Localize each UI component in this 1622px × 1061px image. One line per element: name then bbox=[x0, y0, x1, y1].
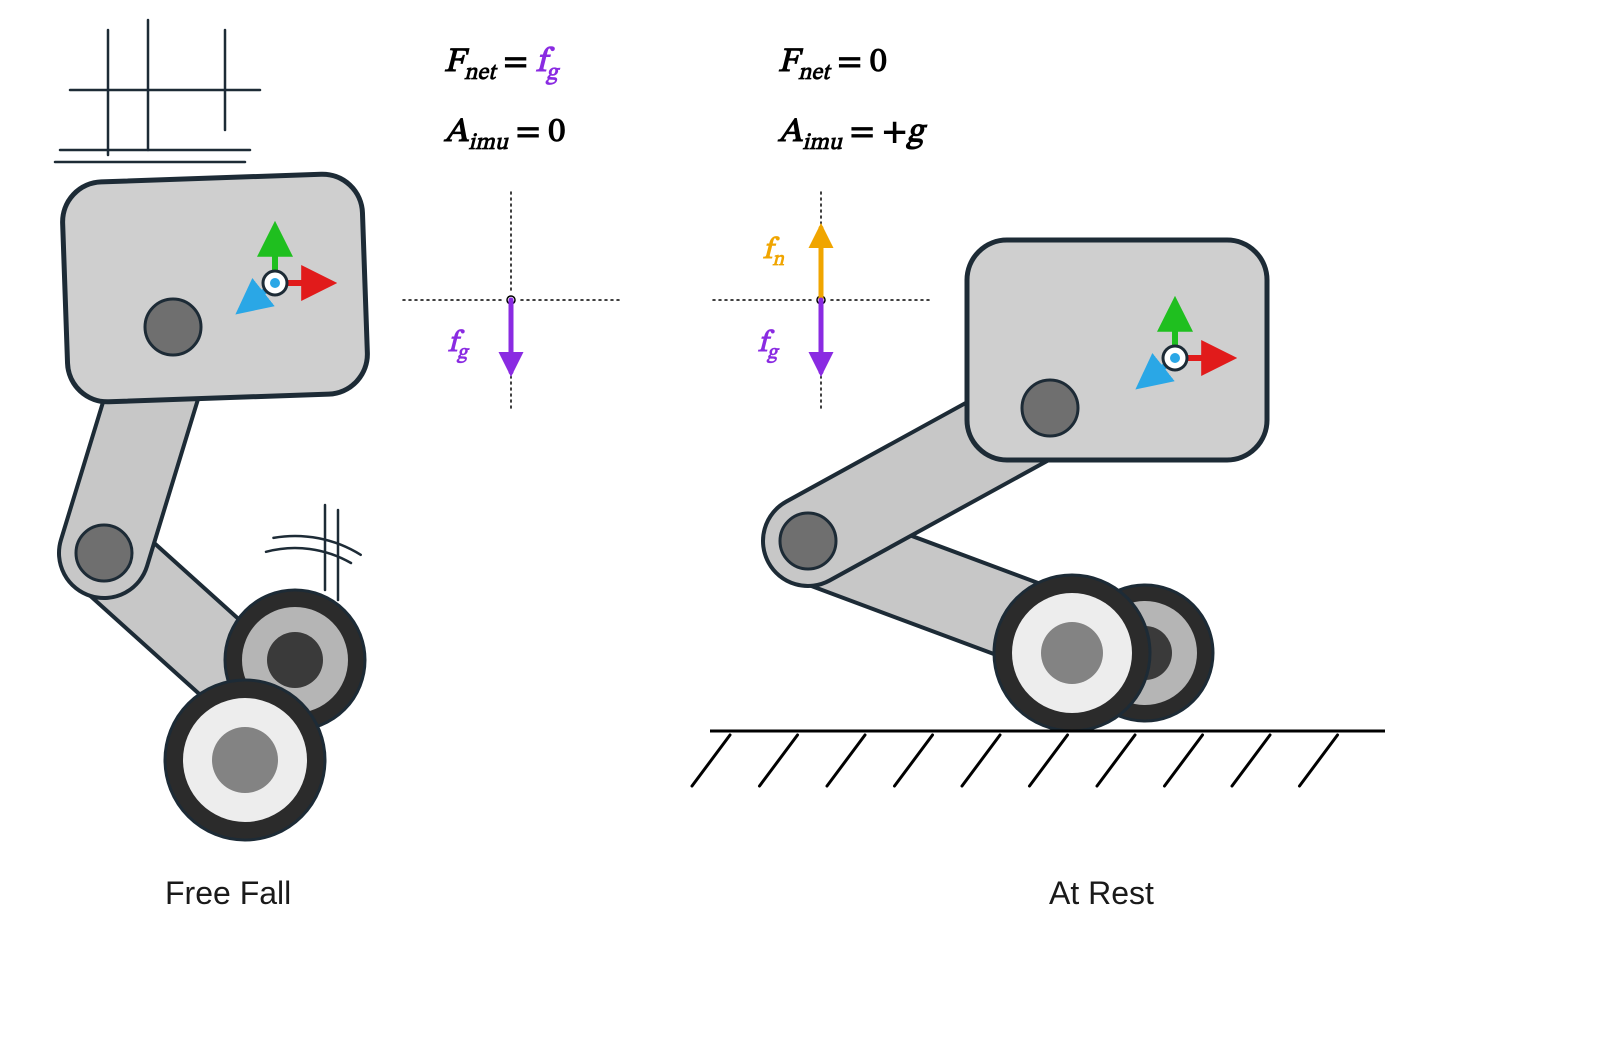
equation-left-aimu: Aimu = 0 bbox=[444, 112, 565, 158]
label-fn-right: fn bbox=[763, 232, 784, 273]
equation-right-fnet: Fnet = 0 bbox=[778, 42, 887, 88]
robot-at-rest bbox=[692, 240, 1385, 786]
fbd-left bbox=[403, 192, 619, 408]
caption-right-text: At Rest bbox=[1049, 875, 1154, 911]
caption-at-rest: At Rest bbox=[1049, 875, 1154, 912]
caption-left-text: Free Fall bbox=[165, 875, 291, 911]
equation-left-fnet: Fnet = fg bbox=[444, 42, 557, 88]
caption-free-fall: Free Fall bbox=[165, 875, 291, 912]
label-fg-left: fg bbox=[448, 325, 467, 366]
robot-free-fall bbox=[46, 20, 369, 840]
label-fg-right: fg bbox=[758, 325, 777, 366]
fbd-right bbox=[713, 192, 929, 408]
equation-right-aimu: Aimu = +g bbox=[778, 112, 923, 158]
